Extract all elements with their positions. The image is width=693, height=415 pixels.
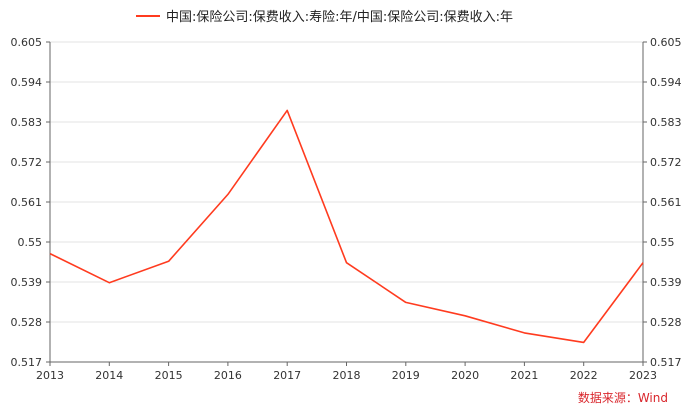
- x-tick-label: 2021: [510, 369, 538, 382]
- y-tick-label-left: 0.605: [11, 36, 43, 49]
- y-tick-label-left: 0.517: [11, 356, 43, 369]
- left-y-axis-ticks: 0.517 0.528 0.539 0.55 0.561 0.572 0.583 0.594 0…: [11, 36, 50, 369]
- x-tick-label: 2022: [570, 369, 598, 382]
- y-tick-label-right: 0.605: [650, 36, 682, 49]
- y-tick-label-right: 0.539: [650, 276, 682, 289]
- x-tick-label: 2018: [333, 369, 361, 382]
- y-tick-label-left: 0.572: [11, 156, 43, 169]
- series-lines: [49, 109, 644, 344]
- y-tick-label-right: 0.528: [650, 316, 682, 329]
- y-tick-label-left: 0.583: [11, 116, 43, 129]
- y-tick-label-right: 0.55: [650, 236, 675, 249]
- y-tick-label-right: 0.572: [650, 156, 682, 169]
- y-tick-label-left: 0.528: [11, 316, 43, 329]
- y-tick-label-right: 0.561: [650, 196, 682, 209]
- x-tick-label: 2020: [451, 369, 479, 382]
- y-tick-label-left: 0.539: [11, 276, 43, 289]
- y-tick-label-left: 0.594: [11, 76, 43, 89]
- gridlines: [50, 41, 643, 323]
- y-tick-label-right: 0.583: [650, 116, 682, 129]
- y-tick-label-right: 0.594: [650, 76, 682, 89]
- y-tick-label-left: 0.55: [18, 236, 43, 249]
- x-axis-ticks: 2013 2014 2015 2016 2017 2018 2019 2020 2021 2022…: [36, 362, 657, 382]
- y-tick-label-left: 0.561: [11, 196, 43, 209]
- series-line: [49, 109, 644, 344]
- x-tick-label: 2017: [273, 369, 301, 382]
- legend-label: 中国:保险公司:保费收入:寿险:年/中国:保险公司:保费收入:年: [166, 10, 513, 25]
- x-tick-label: 2013: [36, 369, 64, 382]
- legend: 中国:保险公司:保费收入:寿险:年/中国:保险公司:保费收入:年: [136, 10, 513, 25]
- source-note: 数据来源：Wind: [578, 390, 668, 405]
- x-tick-label: 2019: [392, 369, 420, 382]
- x-tick-label: 2016: [214, 369, 242, 382]
- right-y-axis-ticks: 0.517 0.528 0.539 0.55 0.561 0.572 0.583 0.594 0…: [643, 36, 682, 369]
- x-tick-label: 2015: [155, 369, 183, 382]
- x-tick-label: 2023: [629, 369, 657, 382]
- x-tick-label: 2014: [95, 369, 123, 382]
- y-tick-label-right: 0.517: [650, 356, 682, 369]
